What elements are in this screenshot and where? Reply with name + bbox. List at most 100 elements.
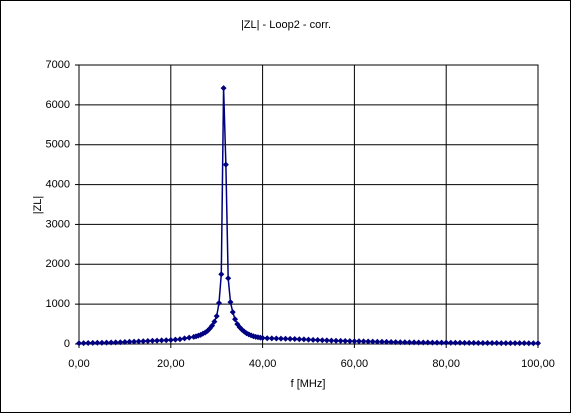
y-tick-label: 3000	[46, 218, 70, 230]
data-marker	[369, 338, 376, 345]
data-marker	[415, 339, 422, 346]
data-marker	[273, 335, 280, 342]
x-tick-label: 0,00	[68, 358, 89, 370]
data-marker	[411, 339, 418, 346]
data-marker	[342, 338, 349, 345]
data-marker	[287, 335, 294, 342]
data-marker	[493, 340, 500, 347]
data-marker	[76, 340, 82, 347]
data-marker	[259, 335, 266, 342]
data-marker	[186, 334, 193, 341]
data-marker	[181, 335, 188, 342]
y-tick-label: 5000	[46, 139, 70, 151]
data-marker	[434, 339, 441, 346]
data-marker	[94, 339, 101, 346]
data-marker	[420, 339, 427, 346]
data-marker	[346, 338, 353, 345]
data-marker	[112, 339, 119, 346]
data-marker	[392, 339, 399, 346]
plot-border	[78, 64, 539, 345]
data-marker	[215, 299, 222, 306]
data-marker	[328, 337, 335, 344]
data-marker	[351, 338, 358, 345]
data-marker	[305, 336, 312, 343]
data-marker	[507, 340, 514, 347]
data-marker	[498, 340, 505, 347]
data-marker	[300, 336, 307, 343]
data-marker	[209, 322, 216, 329]
data-marker	[218, 271, 225, 278]
x-axis-label: f [MHz]	[291, 378, 326, 390]
data-marker	[121, 339, 128, 346]
y-axis-label: |ZL|	[32, 196, 44, 215]
data-marker	[516, 340, 523, 347]
data-marker	[429, 339, 436, 346]
data-marker	[466, 339, 473, 346]
data-marker	[213, 313, 220, 320]
data-marker	[131, 338, 138, 345]
data-marker	[80, 340, 87, 347]
data-marker	[232, 316, 239, 323]
data-marker	[222, 161, 229, 168]
data-marker	[525, 340, 532, 347]
data-marker	[535, 340, 541, 347]
x-tick-label: 80,00	[432, 358, 460, 370]
data-marker	[424, 339, 431, 346]
data-marker	[296, 336, 303, 343]
x-tick-label: 60,00	[341, 358, 369, 370]
data-marker	[291, 336, 298, 343]
data-marker	[108, 339, 115, 346]
y-tick-label: 7000	[46, 59, 70, 71]
data-marker	[360, 338, 367, 345]
data-marker	[388, 339, 395, 346]
data-marker	[135, 338, 142, 345]
data-marker	[378, 338, 385, 345]
data-marker	[489, 340, 496, 347]
data-marker	[333, 337, 340, 344]
data-marker	[447, 339, 454, 346]
data-marker	[401, 339, 408, 346]
data-marker	[220, 85, 227, 92]
data-marker	[172, 336, 179, 343]
data-marker	[144, 338, 151, 345]
x-tick-label: 40,00	[249, 358, 277, 370]
data-marker	[140, 338, 147, 345]
data-marker	[277, 335, 284, 342]
y-tick-label: 4000	[46, 178, 70, 190]
data-marker	[225, 275, 232, 282]
x-tick-label: 20,00	[157, 358, 185, 370]
data-marker	[229, 309, 236, 316]
data-marker	[103, 339, 110, 346]
data-marker	[461, 339, 468, 346]
data-marker	[475, 339, 482, 346]
data-marker	[163, 337, 170, 344]
data-marker	[337, 337, 344, 344]
data-marker	[323, 337, 330, 344]
data-marker	[268, 335, 275, 342]
data-marker	[502, 340, 509, 347]
plot-area	[79, 65, 538, 344]
data-marker	[365, 338, 372, 345]
data-marker	[521, 340, 528, 347]
data-marker	[470, 339, 477, 346]
data-marker	[530, 340, 537, 347]
data-marker	[167, 337, 174, 344]
data-marker	[319, 337, 326, 344]
data-marker	[89, 339, 96, 346]
data-marker	[456, 339, 463, 346]
y-tick-label: 6000	[46, 99, 70, 111]
data-marker	[484, 340, 491, 347]
data-marker	[438, 339, 445, 346]
data-marker	[154, 337, 161, 344]
data-marker	[126, 338, 133, 345]
data-marker	[98, 339, 105, 346]
data-marker	[479, 340, 486, 347]
data-marker	[117, 339, 124, 346]
y-tick-label: 0	[64, 338, 70, 350]
data-marker	[374, 338, 381, 345]
data-marker	[383, 338, 390, 345]
data-marker	[282, 335, 289, 342]
x-tick-label: 100,00	[521, 358, 555, 370]
data-marker	[264, 335, 271, 342]
